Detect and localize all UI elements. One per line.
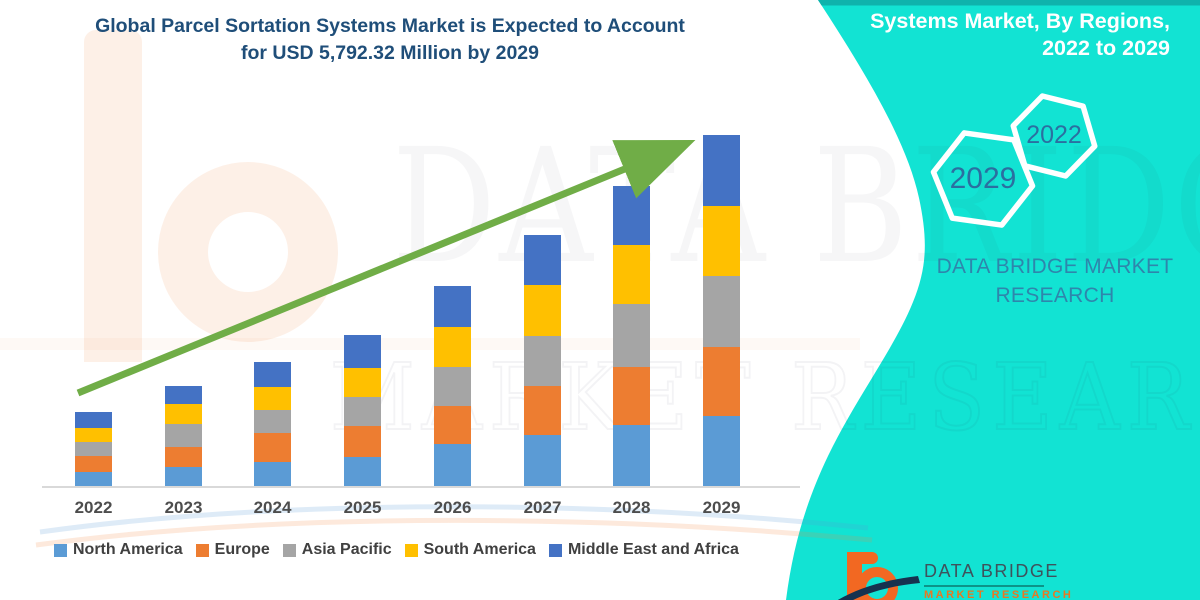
bar-segment-2029-europe	[703, 347, 740, 416]
bar-segment-2029-middle-east-and-africa	[703, 135, 740, 206]
footer-logo-b-icon	[838, 552, 920, 600]
bar-segment-2024-south-america	[254, 387, 291, 410]
bar-segment-2028-asia-pacific	[613, 304, 650, 367]
x-axis-label-2028: 2028	[612, 498, 651, 517]
panel-brand-text: DATA BRIDGE MARKET RESEARCH	[925, 252, 1185, 310]
bar-segment-2025-europe	[344, 426, 381, 457]
footer-brand-rule	[924, 585, 1044, 587]
bar-segment-2027-asia-pacific	[524, 336, 561, 386]
legend-swatch-icon	[282, 543, 296, 557]
panel-header-line2: 2022 to 2029	[1042, 36, 1170, 60]
bar-segment-2026-middle-east-and-africa	[434, 286, 471, 327]
teal-panel-top-cut-text-strip	[800, 0, 1200, 6]
x-axis-label-2026: 2026	[433, 498, 472, 517]
bar-segment-2028-europe	[613, 367, 650, 425]
legend-label: Europe	[214, 541, 270, 558]
chart-title-line2: for USD 5,792.32 Million by 2029	[240, 42, 540, 64]
legend-item-asia-pacific: Asia Pacific	[282, 541, 392, 559]
bar-segment-2026-europe	[434, 406, 471, 444]
hexagon-year-2022: 2022	[1026, 121, 1082, 149]
bar-segment-2027-middle-east-and-africa	[524, 235, 561, 285]
legend-label: Middle East and Africa	[567, 541, 739, 558]
bar-segment-2029-asia-pacific	[703, 276, 740, 347]
bar-segment-2022-europe	[75, 456, 112, 472]
panel-brand-line2: RESEARCH	[995, 284, 1115, 307]
footer-logo: DATA BRIDGE MARKET RESEARCH	[838, 551, 1138, 600]
legend-swatch-icon	[195, 543, 209, 557]
bar-segment-2027-europe	[524, 386, 561, 435]
legend-label: Asia Pacific	[301, 541, 392, 558]
legend-swatch-icon	[54, 543, 67, 557]
bar-segment-2027-north-america	[524, 435, 561, 487]
hexagon-year-2029: 2029	[949, 162, 1017, 195]
hexagon-2029	[930, 130, 1036, 228]
bar-segment-2024-north-america	[254, 462, 291, 487]
bar-segment-2022-asia-pacific	[75, 442, 112, 456]
footer-brand-name: DATA BRIDGE	[924, 561, 1059, 581]
x-axis-label-2023: 2023	[164, 498, 203, 517]
teal-panel-fill	[786, 0, 1200, 600]
bar-segment-2024-middle-east-and-africa	[254, 362, 291, 387]
watermark-b-logo-stem	[84, 30, 142, 362]
bar-segment-2023-asia-pacific	[165, 424, 202, 447]
legend-label: South America	[423, 541, 536, 558]
chart-title: Global Parcel Sortation Systems Market i…	[30, 13, 750, 67]
panel-brand-line1: DATA BRIDGE MARKET	[936, 255, 1174, 278]
bar-segment-2025-south-america	[344, 368, 381, 397]
watermark-marketresearch-text: MARKET RESEARCH	[329, 344, 1200, 451]
bar-segment-2022-north-america	[75, 472, 112, 487]
footer-logo-text: DATA BRIDGE MARKET RESEARCH	[924, 551, 1073, 600]
x-axis-label-2022: 2022	[74, 498, 113, 517]
legend-swatch-icon	[548, 543, 562, 557]
legend-item-north-america: North America	[54, 541, 183, 559]
footer-brand-sub: MARKET RESEARCH	[924, 589, 1074, 600]
bar-segment-2023-north-america	[165, 467, 202, 487]
bar-segment-2026-south-america	[434, 327, 471, 367]
legend-swatch-icon	[404, 543, 418, 557]
x-axis-line	[42, 486, 800, 488]
bar-segment-2022-middle-east-and-africa	[75, 412, 112, 428]
bar-segment-2027-south-america	[524, 285, 561, 336]
bar-segment-2028-north-america	[613, 425, 650, 487]
bar-segment-2029-north-america	[703, 416, 740, 487]
bar-segment-2025-north-america	[344, 457, 381, 487]
legend-item-europe: Europe	[195, 541, 270, 559]
legend-item-south-america: South America	[404, 541, 536, 559]
legend: North America Europe Asia Pacific South Ame…	[54, 541, 739, 559]
bar-segment-2026-north-america	[434, 444, 471, 487]
bar-segment-2023-south-america	[165, 404, 202, 424]
bar-segment-2025-middle-east-and-africa	[344, 335, 381, 368]
hexagon-2022	[1010, 93, 1098, 179]
bar-segment-2026-asia-pacific	[434, 367, 471, 406]
x-axis-label-2024: 2024	[253, 498, 292, 517]
x-axis-label-2027: 2027	[523, 498, 562, 517]
chart-title-line1: Global Parcel Sortation Systems Market i…	[95, 15, 685, 37]
bar-segment-2024-europe	[254, 433, 291, 462]
x-axis-label-2025: 2025	[343, 498, 382, 517]
bar-segment-2028-south-america	[613, 245, 650, 304]
bar-segment-2029-south-america	[703, 206, 740, 276]
bar-segment-2023-europe	[165, 447, 202, 467]
panel-header: Systems Market, By Regions, 2022 to 2029	[810, 8, 1170, 62]
bar-segment-2022-south-america	[75, 428, 112, 442]
legend-label: North America	[73, 541, 183, 558]
legend-item-middle-east-and-africa: Middle East and Africa	[548, 541, 739, 559]
bar-segment-2024-asia-pacific	[254, 410, 291, 433]
x-axis-label-2029: 2029	[702, 498, 741, 517]
panel-header-line1: Systems Market, By Regions,	[870, 9, 1170, 33]
bar-segment-2023-middle-east-and-africa	[165, 386, 202, 404]
bar-segment-2025-asia-pacific	[344, 397, 381, 426]
